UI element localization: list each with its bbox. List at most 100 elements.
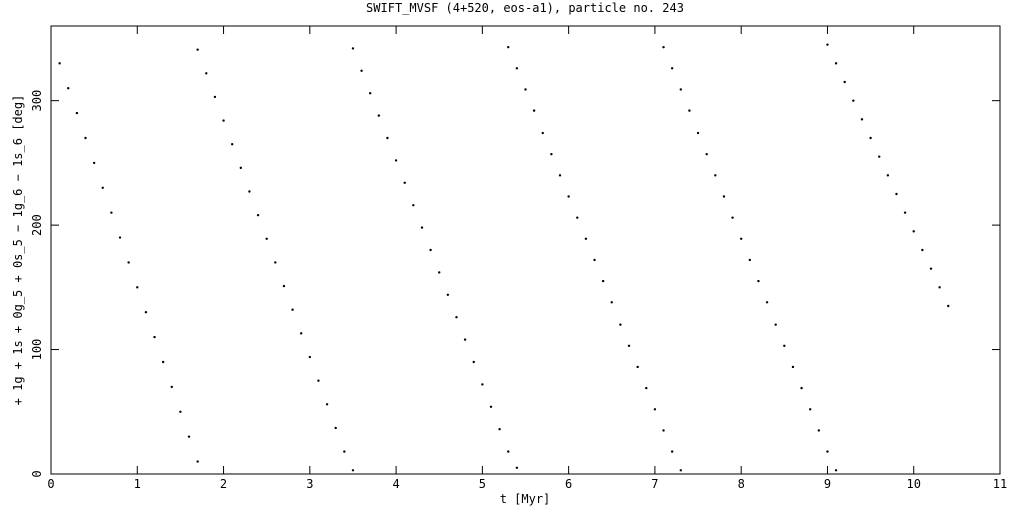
point xyxy=(532,109,536,112)
point xyxy=(662,45,665,49)
x-tick-label: 3 xyxy=(306,477,313,491)
point xyxy=(817,429,821,432)
point xyxy=(274,261,277,264)
y-tick-label: 100 xyxy=(30,339,44,361)
x-tick-label: 6 xyxy=(565,477,572,491)
point xyxy=(852,99,855,102)
point xyxy=(187,435,191,438)
point xyxy=(645,386,648,390)
point xyxy=(127,261,130,264)
point xyxy=(834,469,838,472)
point xyxy=(515,466,519,469)
point xyxy=(670,67,674,70)
point xyxy=(826,43,829,46)
point xyxy=(222,119,225,122)
point xyxy=(610,301,613,304)
point xyxy=(550,152,553,156)
point xyxy=(886,174,890,177)
point xyxy=(308,355,312,359)
point xyxy=(386,136,389,140)
point xyxy=(739,237,743,240)
point xyxy=(351,469,355,472)
point xyxy=(412,204,415,207)
point xyxy=(619,323,622,326)
point xyxy=(524,88,527,91)
point xyxy=(394,159,398,162)
point xyxy=(576,216,579,219)
point xyxy=(748,258,752,262)
y-axis-label: + 1g + 1s + 0g_5 + 0s_5 − 1g_6 − 1s_6 [d… xyxy=(11,95,25,406)
y-tick-label: 200 xyxy=(30,214,44,236)
y-tick-label: 0 xyxy=(30,470,44,477)
point xyxy=(334,426,337,430)
point xyxy=(515,67,519,70)
point xyxy=(325,403,329,406)
x-tick-label: 1 xyxy=(134,477,141,491)
point xyxy=(507,450,510,453)
point xyxy=(101,186,104,189)
x-tick-label: 2 xyxy=(220,477,227,491)
point xyxy=(343,450,346,453)
point xyxy=(696,131,700,135)
point xyxy=(179,410,182,413)
point xyxy=(670,450,674,453)
point xyxy=(809,408,812,411)
point xyxy=(834,62,838,65)
point xyxy=(489,405,493,408)
point xyxy=(299,332,303,335)
point xyxy=(351,47,355,50)
point xyxy=(938,286,941,289)
point xyxy=(360,69,363,73)
point xyxy=(765,301,769,304)
point xyxy=(541,131,544,135)
x-axis-label: t [Myr] xyxy=(500,492,551,506)
point xyxy=(282,284,286,288)
point xyxy=(869,136,872,140)
point xyxy=(662,429,665,432)
point xyxy=(627,344,631,348)
point xyxy=(584,237,588,240)
point xyxy=(420,226,424,229)
point xyxy=(369,92,372,95)
point xyxy=(110,211,113,214)
point xyxy=(567,195,570,198)
point xyxy=(291,308,294,311)
point xyxy=(317,379,320,382)
point xyxy=(498,428,501,431)
point xyxy=(256,213,260,217)
point xyxy=(403,181,406,184)
point xyxy=(929,267,933,270)
x-tick-label: 4 xyxy=(392,477,399,491)
point xyxy=(714,174,717,177)
point xyxy=(446,293,450,296)
point xyxy=(377,114,381,117)
x-tick-label: 10 xyxy=(907,477,921,491)
point xyxy=(757,279,760,283)
point xyxy=(161,360,165,364)
plot-frame xyxy=(50,25,1001,475)
x-tick-label: 0 xyxy=(47,477,54,491)
point xyxy=(653,408,657,411)
point xyxy=(843,80,846,84)
point xyxy=(153,335,156,339)
point xyxy=(438,271,441,274)
point xyxy=(75,111,79,115)
x-tick-label: 11 xyxy=(993,477,1007,491)
y-tick-label: 300 xyxy=(30,90,44,112)
point xyxy=(265,237,268,240)
point xyxy=(558,174,562,177)
point xyxy=(170,385,173,389)
point xyxy=(472,360,475,364)
point xyxy=(878,155,881,158)
point xyxy=(455,316,458,319)
point xyxy=(213,95,217,99)
point xyxy=(429,248,432,252)
x-tick-label: 5 xyxy=(479,477,486,491)
point xyxy=(481,383,484,386)
point xyxy=(196,460,199,463)
point xyxy=(791,365,795,369)
point xyxy=(92,161,96,165)
point xyxy=(903,211,907,214)
point xyxy=(67,87,70,90)
